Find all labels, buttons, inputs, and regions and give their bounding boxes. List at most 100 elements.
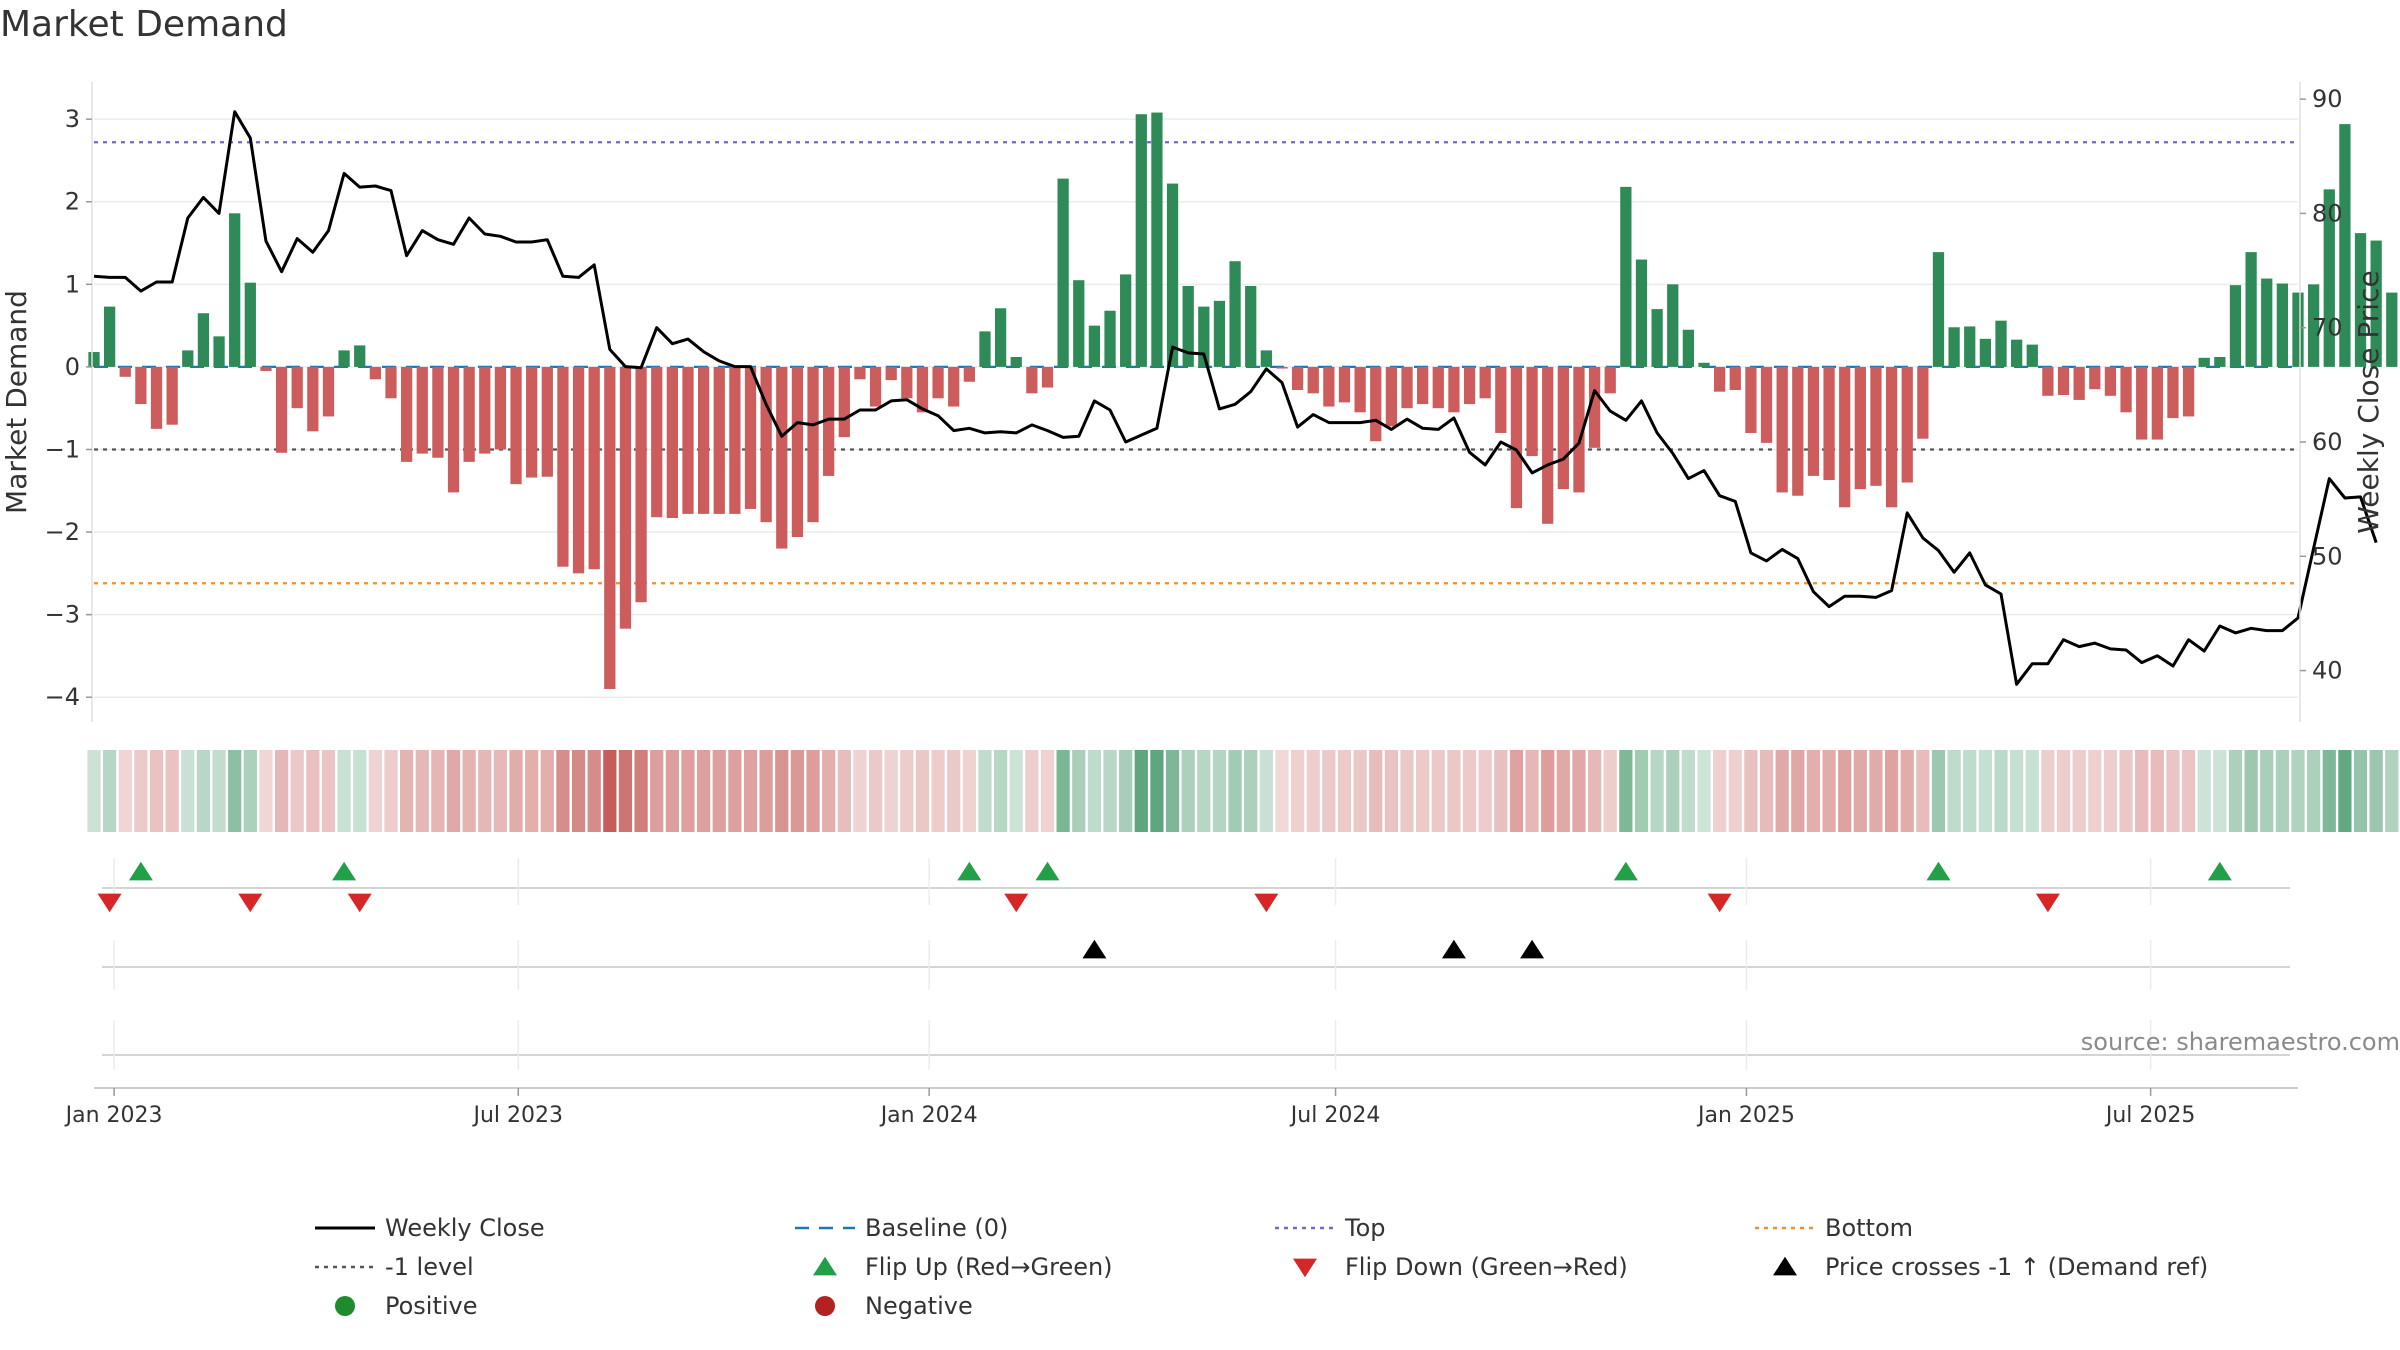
demand-bar: [400, 366, 413, 462]
demand-bar: [2308, 284, 2320, 367]
demand-bar: [1057, 178, 1069, 367]
demand-bar: [1166, 183, 1179, 367]
heat-cell: [1806, 750, 1821, 832]
heat-cell: [1619, 750, 1633, 832]
heat-cell: [290, 750, 304, 832]
demand-bar: [1260, 350, 1272, 367]
demand-bars: [88, 112, 2398, 689]
demand-bar: [2245, 252, 2257, 367]
demand-bar: [1964, 326, 1976, 367]
demand-bar: [197, 313, 210, 367]
heat-cell: [759, 750, 773, 832]
flip-up-marker: [2207, 861, 2232, 881]
demand-bar: [1213, 300, 1226, 367]
demand-bar: [682, 366, 694, 514]
demand-bar: [1557, 366, 1569, 490]
heat-cell: [368, 750, 382, 832]
demand-bar: [307, 366, 319, 432]
heat-cell: [1822, 750, 1836, 832]
demand-bar: [2292, 292, 2304, 367]
heat-cell: [2119, 750, 2133, 832]
demand-bar: [1823, 366, 1835, 481]
heat-cell: [2025, 750, 2039, 832]
demand-bar: [510, 366, 522, 485]
demand-bar: [854, 366, 866, 380]
legend-item: Bottom: [1755, 1214, 1913, 1242]
heat-cell: [2072, 750, 2086, 832]
heat-cell: [1369, 750, 1383, 832]
heat-cell: [1384, 750, 1399, 832]
axes: 3 2 1 0 −1 −2 −3 −4 90 80 70 60 50 40 Market Demand Wee…: [0, 82, 2385, 722]
demand-bar: [1104, 310, 1116, 367]
demand-bar: [1385, 366, 1398, 427]
legend-label: Negative: [865, 1292, 973, 1320]
demand-heat-strip: [87, 750, 2399, 832]
demand-bar: [1479, 366, 1491, 399]
demand-bar: [1776, 366, 1788, 493]
demand-bar: [2229, 285, 2242, 367]
heat-cell: [2244, 750, 2258, 832]
heat-cell: [134, 750, 148, 832]
demand-bar: [1870, 366, 1882, 486]
heat-cell: [2103, 750, 2118, 832]
heat-cell: [1212, 750, 1227, 832]
demand-bar: [1135, 114, 1147, 367]
flip-down-marker: [1254, 893, 1279, 913]
y-tick-label: −1: [45, 435, 80, 463]
heat-cell: [1197, 750, 1211, 832]
legend: Weekly Close Baseline (0) Top Bottom -1 leve…: [315, 1214, 2208, 1320]
demand-bar: [1073, 280, 1085, 367]
legend-item: Weekly Close: [315, 1214, 545, 1242]
heat-cell: [2197, 750, 2211, 832]
heat-cell: [1587, 750, 1602, 832]
demand-bar: [651, 366, 663, 518]
demand-bar: [2323, 189, 2335, 367]
demand-bar: [760, 366, 772, 523]
heat-cell: [1103, 750, 1117, 832]
heat-cell: [1681, 750, 1695, 832]
heat-cell: [1666, 750, 1680, 832]
heat-cell: [1791, 750, 1805, 832]
y2-tick-label: 90: [2312, 85, 2343, 113]
heat-cell: [431, 750, 445, 832]
heat-cell: [2353, 750, 2368, 832]
heat-cell: [493, 750, 508, 832]
demand-bar: [916, 366, 929, 413]
legend-swatch: [1773, 1256, 1797, 1276]
heat-cell: [1541, 750, 1555, 832]
heat-cell: [2385, 750, 2399, 832]
heat-cell: [181, 750, 195, 832]
heat-cell: [571, 750, 586, 832]
heat-cell: [1775, 750, 1789, 832]
demand-bar: [1323, 366, 1335, 407]
demand-bar: [526, 366, 538, 478]
demand-bar: [2182, 366, 2195, 417]
demand-bar: [322, 366, 335, 417]
flip-down-marker: [97, 893, 122, 913]
heat-cell: [1978, 750, 1992, 832]
demand-bar: [182, 350, 194, 367]
legend-label: Flip Up (Red→Green): [865, 1253, 1113, 1281]
demand-bar: [2104, 366, 2117, 396]
demand-bar: [354, 345, 366, 367]
weekly-close-line: [93, 110, 2378, 686]
demand-bar: [135, 366, 147, 405]
heat-cell: [353, 750, 367, 832]
legend-label: Bottom: [1825, 1214, 1913, 1242]
demand-bar: [635, 366, 647, 603]
demand-bar: [1041, 366, 1054, 388]
legend-label: Flip Down (Green→Red): [1345, 1253, 1628, 1281]
heat-cell: [228, 750, 242, 832]
date-tick-label: Jan 2023: [64, 1103, 163, 1128]
demand-bar: [463, 366, 475, 462]
demand-bar: [432, 366, 444, 458]
heat-cell: [2181, 750, 2196, 832]
date-tick-label: Jan 2024: [879, 1103, 978, 1128]
heat-cell: [1134, 750, 1148, 832]
heat-cell: [1416, 750, 1430, 832]
demand-bar: [2261, 278, 2273, 367]
heat-cell: [1290, 750, 1305, 832]
heat-cell: [2056, 750, 2071, 832]
heat-cell: [1728, 750, 1742, 832]
price-cross-marker: [1520, 939, 1545, 959]
